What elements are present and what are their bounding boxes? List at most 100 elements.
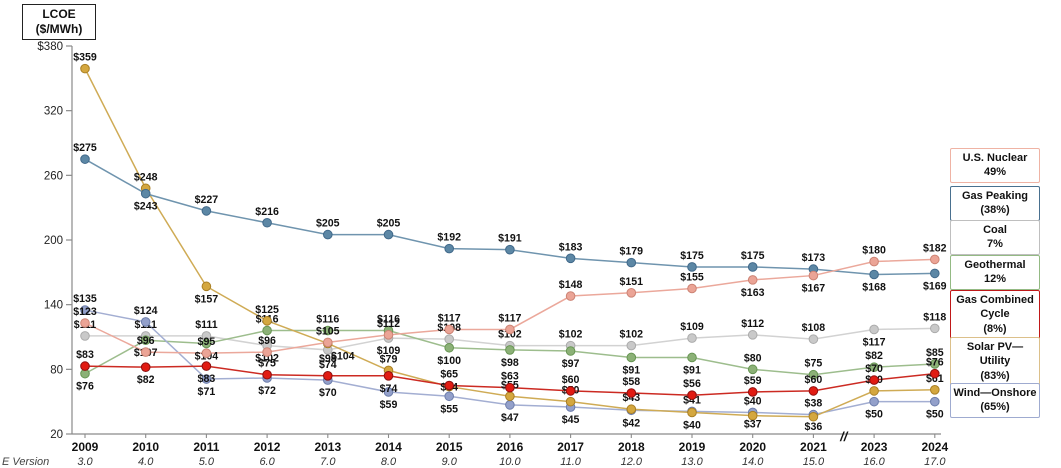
x-version-label: 4.0 (138, 456, 154, 468)
legend-pct: (8%) (983, 322, 1007, 335)
data-point-solar (869, 386, 879, 396)
data-point-gas_cc (626, 388, 637, 398)
data-label-wind: $50 (926, 409, 944, 421)
legend-pct: (83%) (980, 369, 1010, 382)
data-label-nuclear: $117 (498, 312, 521, 324)
legend-item-coal: Coal 7% (950, 220, 1040, 255)
data-point-nuclear (201, 348, 212, 358)
legend-item-gas_peaking: Gas Peaking (38%) (950, 186, 1040, 221)
x-year-label: 2019 (679, 440, 706, 454)
x-version-label: 12.0 (621, 456, 643, 468)
x-version-label: 5.0 (199, 456, 215, 468)
data-label-wind: $40 (744, 395, 762, 407)
data-label-coal: $108 (802, 322, 826, 334)
data-point-gas_peaking (140, 188, 151, 199)
data-label-solar: $79 (380, 353, 398, 365)
data-label-nuclear: $163 (741, 287, 765, 299)
y-axis-title-line1: LCOE (42, 7, 76, 21)
legend-pct: (65%) (980, 401, 1010, 414)
data-point-geothermal (505, 345, 515, 355)
data-label-coal: $118 (923, 311, 946, 323)
data-point-coal (930, 323, 940, 334)
data-label-gas_peaking: $173 (802, 252, 826, 264)
data-label-wind: $38 (805, 398, 823, 410)
data-point-nuclear (80, 318, 90, 328)
data-label-gas_peaking: $205 (377, 218, 401, 230)
legend-label: Wind—Onshore (953, 387, 1037, 399)
legend-label: Coal (983, 224, 1007, 236)
data-label-solar: $40 (683, 419, 701, 431)
data-label-geothermal: $85 (926, 347, 944, 359)
data-label-gas_cc: $59 (744, 375, 762, 387)
axis-break-mark: // (839, 429, 849, 444)
y-tick-label: 140 (44, 300, 63, 312)
data-point-gas_cc (80, 361, 90, 371)
data-point-geothermal (565, 346, 576, 356)
data-point-geothermal (201, 338, 212, 349)
data-label-gas_cc: $65 (440, 369, 458, 381)
data-point-gas_cc (565, 386, 576, 396)
data-label-gas_cc: $76 (926, 357, 944, 369)
data-label-geothermal: $116 (377, 314, 400, 326)
data-point-geothermal (626, 352, 637, 363)
data-point-geothermal (444, 342, 455, 353)
data-point-nuclear (444, 324, 455, 335)
legend-pct: 7% (987, 238, 1003, 251)
data-label-coal: $102 (498, 329, 522, 341)
data-label-coal: $109 (680, 321, 704, 333)
data-label-solar: $248 (134, 171, 158, 183)
x-year-label: 2010 (132, 440, 159, 454)
data-point-solar (565, 396, 576, 407)
x-version-label: 14.0 (742, 456, 764, 468)
x-year-label: 2009 (72, 440, 99, 454)
data-label-geothermal: $91 (622, 364, 640, 376)
data-label-gas_peaking: $168 (862, 281, 886, 293)
data-point-gas_peaking (444, 243, 455, 254)
data-point-nuclear (869, 256, 879, 267)
data-point-gas_cc (323, 371, 333, 381)
data-label-solar: $125 (255, 304, 279, 316)
data-label-gas_cc: $83 (198, 373, 216, 385)
data-point-geothermal (140, 335, 151, 346)
data-label-coal: $112 (741, 318, 764, 330)
data-label-gas_cc: $75 (258, 358, 276, 370)
data-point-gas_cc (808, 386, 819, 396)
data-label-wind: $55 (440, 403, 458, 415)
x-axis-note: E Version (2, 456, 49, 468)
y-tick-label: 20 (50, 429, 63, 441)
x-year-label: 2014 (375, 440, 402, 454)
data-label-nuclear: $155 (680, 272, 704, 284)
data-point-nuclear (687, 283, 697, 294)
x-version-label: 6.0 (259, 456, 275, 468)
data-label-nuclear: $105 (316, 325, 340, 337)
data-label-gas_cc: $60 (805, 374, 823, 386)
data-label-wind: $59 (380, 399, 398, 411)
x-year-label: 2024 (921, 440, 948, 454)
data-point-coal (80, 331, 90, 341)
data-point-geothermal (747, 364, 758, 375)
data-label-nuclear: $117 (438, 312, 461, 324)
data-point-gas_cc (930, 368, 940, 379)
data-label-gas_peaking: $179 (620, 246, 644, 258)
data-point-geothermal (323, 325, 333, 336)
data-point-solar (80, 63, 90, 74)
data-point-geothermal (687, 352, 697, 363)
data-label-coal: $102 (620, 329, 644, 341)
data-point-gas_peaking (687, 262, 697, 272)
data-label-gas_peaking: $192 (437, 232, 461, 244)
data-label-geothermal: $76 (76, 381, 94, 393)
data-point-nuclear (626, 288, 637, 298)
x-version-label: 9.0 (442, 456, 458, 468)
data-point-solar (626, 404, 637, 415)
data-point-gas_cc (747, 387, 758, 397)
data-label-nuclear: $151 (620, 276, 644, 288)
data-point-nuclear (140, 347, 151, 357)
data-point-solar (505, 391, 515, 402)
data-point-coal (626, 340, 637, 351)
series-points-nuclear: $123 $96 $95 $96 $105 $112 $117 $117 $148 $151 $15… (73, 242, 947, 358)
data-point-solar (262, 316, 272, 326)
data-label-gas_peaking: $243 (134, 201, 158, 213)
data-point-nuclear (505, 324, 515, 335)
legend-label: Geothermal (964, 259, 1026, 271)
